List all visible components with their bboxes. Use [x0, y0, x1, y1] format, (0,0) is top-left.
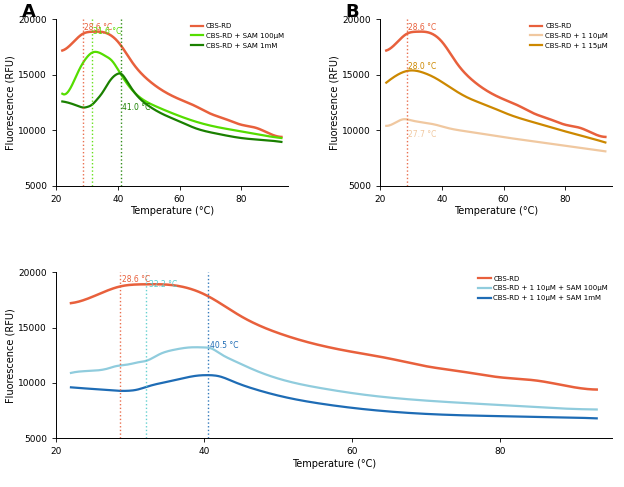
X-axis label: Temperature (°C): Temperature (°C) [454, 206, 538, 217]
X-axis label: Temperature (°C): Temperature (°C) [130, 206, 214, 217]
Text: 32.2 °C: 32.2 °C [149, 280, 177, 289]
Text: 28.6 °C: 28.6 °C [122, 276, 150, 284]
Legend: CBS-RD, CBS-RD + 1 10μM, CBS-RD + 1 15μM: CBS-RD, CBS-RD + 1 10μM, CBS-RD + 1 15μM [527, 20, 611, 51]
Text: 27.7 °C: 27.7 °C [407, 131, 436, 139]
Text: 31.6 °C: 31.6 °C [93, 27, 121, 36]
Text: 28.0 °C: 28.0 °C [407, 61, 436, 71]
X-axis label: Temperature (°C): Temperature (°C) [292, 459, 376, 469]
Text: A: A [21, 3, 36, 21]
Text: 28.6 °C: 28.6 °C [407, 23, 436, 32]
Text: 41.0 °C: 41.0 °C [122, 103, 150, 112]
Legend: CBS-RD, CBS-RD + 1 10μM + SAM 100μM, CBS-RD + 1 10μM + SAM 1mM: CBS-RD, CBS-RD + 1 10μM + SAM 100μM, CBS… [475, 273, 611, 304]
Text: B: B [346, 3, 359, 21]
Y-axis label: Fluorescence (RFU): Fluorescence (RFU) [329, 55, 339, 150]
Legend: CBS-RD, CBS-RD + SAM 100μM, CBS-RD + SAM 1mM: CBS-RD, CBS-RD + SAM 100μM, CBS-RD + SAM… [188, 20, 287, 51]
Text: 40.5 °C: 40.5 °C [210, 341, 238, 350]
Y-axis label: Fluorescence (RFU): Fluorescence (RFU) [6, 55, 16, 150]
Text: 28.6 °C: 28.6 °C [84, 23, 112, 32]
Y-axis label: Fluorescence (RFU): Fluorescence (RFU) [6, 308, 16, 403]
